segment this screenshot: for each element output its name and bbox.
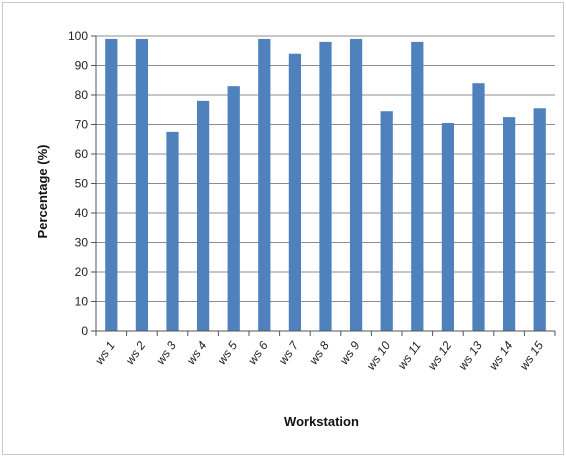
bar	[349, 38, 363, 331]
x-tick-labels: ws 1 ws 2 ws 3 ws 4 ws 5 ws 6 ws 7 ws 8 ws 9 ws 1…	[92, 331, 556, 372]
bar	[441, 123, 455, 332]
x-tick-label: ws 5	[215, 338, 241, 367]
bar	[135, 38, 149, 331]
y-tick-label: 70	[75, 118, 89, 132]
bar	[502, 117, 516, 331]
x-tick-label: ws 1	[92, 339, 118, 367]
x-tick-label: ws 6	[245, 338, 271, 367]
bars	[105, 38, 546, 332]
bar	[258, 38, 271, 331]
x-tick-label: ws 2	[123, 338, 149, 367]
bar	[288, 53, 302, 331]
y-tick-label: 90	[75, 59, 89, 73]
bar	[105, 38, 118, 331]
x-tick-label: ws 12	[425, 338, 455, 372]
y-axis-title: Percentage (%)	[35, 145, 50, 239]
y-tick-label: 0	[81, 324, 88, 338]
bar	[411, 41, 424, 332]
y-tick-label: 30	[75, 236, 89, 250]
x-axis-title: Workstation	[284, 414, 359, 429]
bar	[380, 111, 393, 331]
bar	[472, 83, 485, 331]
x-tick-label: ws 13	[456, 338, 486, 372]
y-tick-label: 50	[75, 177, 89, 191]
x-tick-label: ws 11	[395, 339, 424, 372]
y-tick-label: 60	[75, 147, 89, 161]
x-tick-label: ws 4	[184, 338, 210, 367]
x-tick-label: ws 10	[364, 338, 394, 372]
x-tick-label: ws 14	[486, 338, 516, 372]
bar	[166, 131, 179, 331]
x-tick-label: ws 7	[276, 338, 302, 367]
x-tick-label: ws 8	[306, 338, 332, 367]
bar	[227, 86, 240, 332]
x-tick-label: ws 3	[153, 338, 179, 367]
y-tick-label: 20	[75, 265, 89, 279]
x-tick-label: ws 15	[517, 338, 547, 372]
y-tick-label: 10	[75, 295, 89, 309]
bar	[196, 100, 210, 332]
y-tick-label: 100	[68, 29, 88, 43]
y-tick-labels: 0 10 20 30 40 50 60 70 80 90 100	[68, 29, 96, 338]
bar	[319, 41, 332, 332]
y-tick-label: 80	[75, 88, 89, 102]
bar	[533, 108, 546, 332]
y-tick-label: 40	[75, 206, 89, 220]
x-tick-label: ws 9	[337, 338, 363, 367]
